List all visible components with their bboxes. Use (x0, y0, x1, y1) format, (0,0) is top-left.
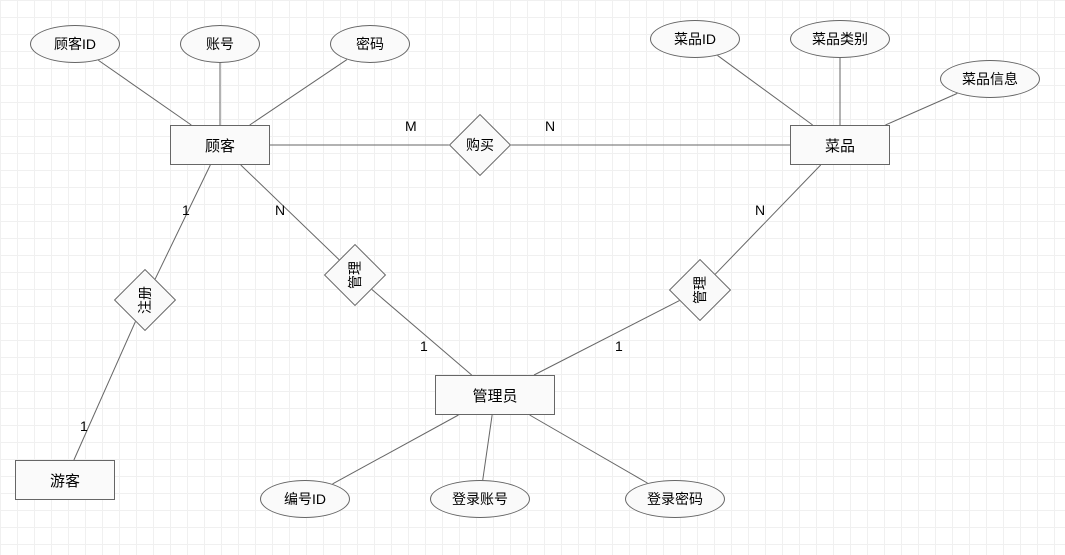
attr-dish_cat: 菜品类别 (790, 20, 890, 58)
card-manage1-admin-to: 1 (420, 338, 428, 354)
card-buy-dish-to: N (545, 118, 555, 134)
card-dish-manage2-from: N (755, 202, 765, 218)
edges-layer (0, 0, 1065, 555)
attr-cust_acc: 账号 (180, 25, 260, 63)
edge-dish_info-dish (885, 93, 957, 125)
attr-dish_info: 菜品信息 (940, 60, 1040, 98)
attr-admin_acc-label: 登录账号 (452, 489, 508, 509)
entity-visitor-label: 游客 (50, 470, 80, 491)
card-manage2-admin-to: 1 (615, 338, 623, 354)
entity-customer: 顾客 (170, 125, 270, 165)
edge-manage1-admin (372, 289, 472, 375)
entity-admin-label: 管理员 (472, 385, 517, 406)
attr-cust_acc-label: 账号 (206, 34, 234, 54)
edge-manage2-admin (534, 301, 679, 375)
edge-admin_pwd-admin (530, 415, 648, 483)
attr-admin_acc: 登录账号 (430, 480, 530, 518)
attr-dish_cat-label: 菜品类别 (812, 29, 868, 49)
edge-customer-register (155, 165, 210, 279)
attr-dish_id-label: 菜品ID (674, 29, 716, 49)
entity-customer-label: 顾客 (205, 135, 235, 156)
edge-customer-manage1 (241, 165, 339, 260)
attr-admin_pwd: 登录密码 (625, 480, 725, 518)
edge-dish_id-dish (718, 55, 813, 125)
attr-cust_pwd: 密码 (330, 25, 410, 63)
card-customer-register-from: 1 (182, 202, 190, 218)
edge-cust_id-customer (98, 60, 191, 125)
edge-register-visitor (74, 322, 136, 460)
attr-dish_id: 菜品ID (650, 20, 740, 58)
er-diagram-canvas: 顾客 菜品管理员游客 顾客ID 账号 密码 菜品ID 菜品类别菜品信息编号ID 登录账号 登录密… (0, 0, 1065, 555)
edge-dish-manage2 (715, 165, 820, 274)
edge-cust_pwd-customer (250, 60, 347, 125)
attr-admin_pwd-label: 登录密码 (647, 489, 703, 509)
edge-admin_acc-admin (483, 415, 492, 480)
attr-dish_info-label: 菜品信息 (962, 69, 1018, 89)
card-register-visitor-to: 1 (80, 418, 88, 434)
entity-admin: 管理员 (435, 375, 555, 415)
edge-admin_id-admin (332, 415, 458, 484)
attr-admin_id: 编号ID (260, 480, 350, 518)
card-customer-manage1-from: N (275, 202, 285, 218)
entity-dish-label: 菜品 (825, 135, 855, 156)
attr-cust_id-label: 顾客ID (54, 34, 96, 54)
entity-visitor: 游客 (15, 460, 115, 500)
card-customer-buy-from: M (405, 118, 417, 134)
entity-dish: 菜品 (790, 125, 890, 165)
attr-admin_id-label: 编号ID (284, 489, 326, 509)
attr-cust_id: 顾客ID (30, 25, 120, 63)
attr-cust_pwd-label: 密码 (356, 34, 384, 54)
